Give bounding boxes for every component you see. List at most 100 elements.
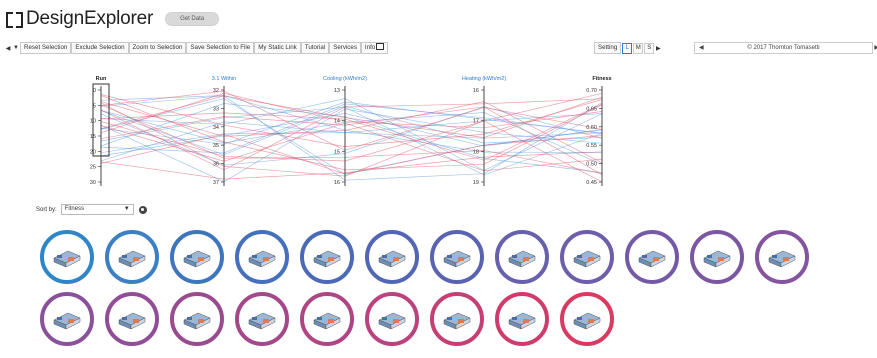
- prev-arrow-icon[interactable]: ◀: [5, 45, 11, 52]
- tick-label: 32: [213, 88, 219, 94]
- save-selection-button[interactable]: Save Selection to File: [186, 42, 255, 54]
- design-thumbnail[interactable]: [365, 230, 419, 284]
- tick-label: 15: [90, 134, 96, 140]
- setting-controls: Setting L M S ▶: [594, 42, 662, 54]
- tutorial-button[interactable]: Tutorial: [300, 42, 330, 54]
- exclude-selection-button[interactable]: Exclude Selection: [71, 42, 129, 54]
- copyright-next-icon[interactable]: ▶: [874, 45, 877, 51]
- app-title: DesignExplorer: [26, 8, 154, 29]
- axis-title: Run: [96, 76, 107, 82]
- logo-bracket-icon: [6, 11, 24, 28]
- tick-label: 13: [334, 88, 340, 94]
- tick-label: 25: [90, 165, 96, 171]
- gear-icon[interactable]: [138, 205, 147, 214]
- dropdown-arrow-icon[interactable]: ▼: [13, 45, 19, 51]
- copyright-prev-icon[interactable]: ◀: [699, 45, 704, 51]
- tick-label: 16: [334, 180, 340, 186]
- building-model-icon: [638, 250, 666, 268]
- next-arrow-icon[interactable]: ▶: [655, 45, 661, 52]
- size-m-button[interactable]: M: [633, 42, 644, 54]
- size-s-button[interactable]: S: [644, 42, 655, 54]
- sort-select[interactable]: Fitness ▼: [60, 204, 134, 215]
- tick-label: 15: [334, 149, 340, 155]
- header: DesignExplorer Get Data: [6, 6, 220, 32]
- building-model-icon: [118, 312, 146, 330]
- design-thumbnail[interactable]: [560, 292, 614, 346]
- toolbar: ◀ ▼ Reset Selection Exclude Selection Zo…: [4, 42, 389, 54]
- static-link-button[interactable]: My Static Link: [254, 42, 301, 54]
- design-line: [100, 151, 603, 180]
- tick-label: 19: [473, 180, 479, 186]
- design-thumbnail[interactable]: [430, 292, 484, 346]
- design-thumbnail[interactable]: [495, 230, 549, 284]
- tick-label: 0.60: [586, 125, 597, 131]
- size-l-button[interactable]: L: [622, 42, 633, 54]
- design-thumbnail[interactable]: [300, 230, 354, 284]
- axis[interactable]: 3.1 Within 32 33 34 35 36 37: [212, 76, 236, 186]
- services-button[interactable]: Services: [329, 42, 361, 54]
- building-model-icon: [378, 312, 406, 330]
- axis[interactable]: Heating (kWh/m2) 16 17 18 19: [462, 76, 506, 186]
- building-model-icon: [508, 250, 536, 268]
- axis-title: Heating (kWh/m2): [462, 76, 506, 82]
- building-model-icon: [573, 312, 601, 330]
- design-thumbnail[interactable]: [235, 292, 289, 346]
- polylines: [100, 90, 603, 183]
- sort-control: Sort by: Fitness ▼: [36, 204, 147, 215]
- design-thumbnail[interactable]: [170, 230, 224, 284]
- design-thumbnail[interactable]: [690, 230, 744, 284]
- app-logo: DesignExplorer: [6, 8, 153, 30]
- copyright-bar: ◀ © 2017 Thornton Tomasetti ▶: [694, 42, 877, 54]
- zoom-to-selection-button[interactable]: Zoom to Selection: [128, 42, 187, 54]
- building-model-icon: [183, 312, 211, 330]
- design-thumbnail[interactable]: [755, 230, 809, 284]
- info-label: Info: [364, 44, 376, 52]
- tick-label: 14: [334, 119, 340, 125]
- tick-label: 17: [473, 119, 479, 125]
- building-model-icon: [768, 250, 796, 268]
- tick-label: 36: [213, 162, 219, 168]
- building-model-icon: [443, 250, 471, 268]
- building-model-icon: [313, 250, 341, 268]
- building-model-icon: [53, 312, 81, 330]
- building-model-icon: [248, 250, 276, 268]
- building-model-icon: [378, 250, 406, 268]
- tick-label: 0.65: [586, 106, 597, 112]
- tick-label: 20: [90, 149, 96, 155]
- info-button[interactable]: Info: [360, 42, 389, 54]
- design-thumbnail[interactable]: [105, 292, 159, 346]
- design-thumbnail[interactable]: [40, 292, 94, 346]
- building-model-icon: [508, 312, 536, 330]
- axis[interactable]: Cooling (kWh/m2) 13 14 15 16: [323, 76, 367, 186]
- design-thumbnail[interactable]: [105, 230, 159, 284]
- building-model-icon: [443, 312, 471, 330]
- tick-label: 18: [473, 149, 479, 155]
- axis[interactable]: Fitness 0.70 0.65 0.60 0.55 0.50 0.45: [586, 76, 612, 186]
- tick-label: 34: [213, 125, 219, 131]
- design-thumbnail[interactable]: [300, 292, 354, 346]
- building-model-icon: [573, 250, 601, 268]
- external-link-icon: [376, 43, 385, 50]
- chevron-down-icon: ▼: [123, 206, 130, 212]
- design-thumbnail[interactable]: [365, 292, 419, 346]
- sort-label: Sort by:: [36, 206, 57, 213]
- tick-label: 37: [213, 180, 219, 186]
- design-thumbnail[interactable]: [235, 230, 289, 284]
- design-thumbnail[interactable]: [40, 230, 94, 284]
- design-thumbnail[interactable]: [560, 230, 614, 284]
- tick-label: 5: [93, 103, 96, 109]
- design-thumbnail[interactable]: [495, 292, 549, 346]
- tick-label: 0.55: [586, 143, 597, 149]
- tick-label: 0.50: [586, 162, 597, 168]
- tick-label: 33: [213, 106, 219, 112]
- design-thumbnail[interactable]: [170, 292, 224, 346]
- building-model-icon: [53, 250, 81, 268]
- tick-label: 16: [473, 88, 479, 94]
- design-thumbnail[interactable]: [430, 230, 484, 284]
- reset-selection-button[interactable]: Reset Selection: [20, 42, 72, 54]
- tick-label: 0: [93, 88, 96, 94]
- design-thumbnail[interactable]: [625, 230, 679, 284]
- get-data-button[interactable]: Get Data: [165, 12, 220, 26]
